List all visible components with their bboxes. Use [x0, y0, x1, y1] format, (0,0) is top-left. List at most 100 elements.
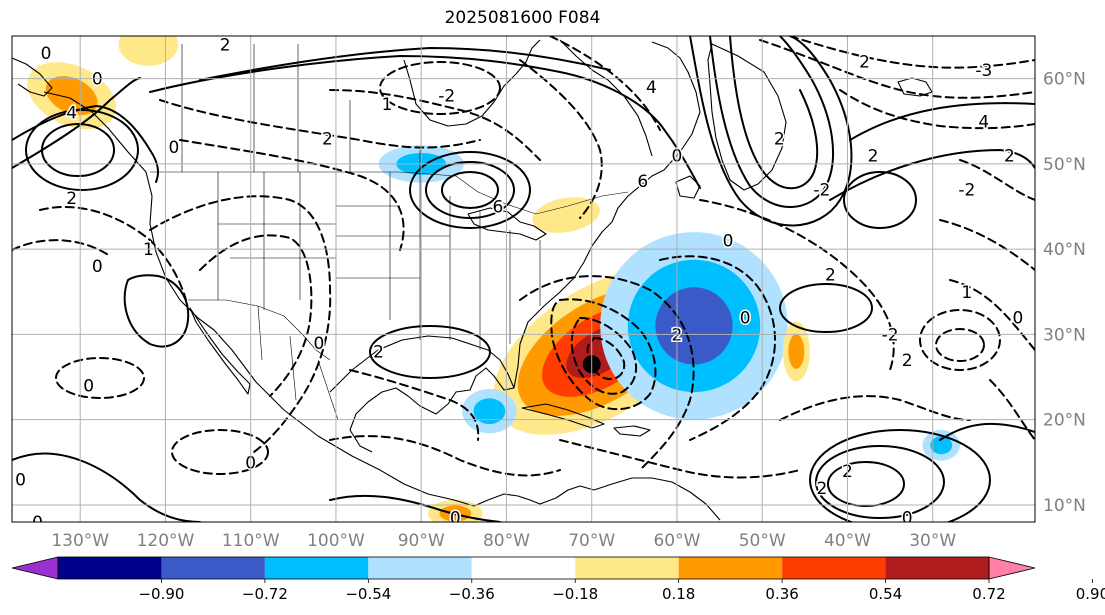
graticule: [12, 36, 1035, 522]
colorbar-tick-label: −0.54: [345, 585, 391, 603]
high-closed-contour-southeast-3: [827, 461, 905, 507]
low-dashed-east-atlantic-inner: [935, 328, 985, 362]
greenland-ridge-3: [729, 36, 819, 190]
contour-label: 0: [740, 308, 751, 328]
map-frame: [11, 35, 1036, 523]
ridge-contour-west-1: [12, 77, 141, 169]
coastline-hudson-bay: [403, 39, 541, 127]
coastline-cuba: [521, 403, 605, 429]
colorbar-outline: [57, 556, 990, 580]
border-us-mexico: [188, 299, 331, 361]
warm-anomaly-northeast-level-1: [532, 197, 600, 233]
trough-dashed-east-4: [989, 379, 1035, 441]
trough-dashed-1: [149, 195, 332, 453]
warm-anomaly-hudson-level-1: [118, 36, 179, 66]
trough-dashed-14: [939, 219, 1035, 271]
colorbar-segment: [575, 557, 679, 579]
contour-label: 6: [637, 172, 648, 192]
closed-contour-great-lakes-1: [409, 151, 531, 229]
low-dashed-mexico: [171, 429, 269, 475]
storm-contour-1: [550, 298, 657, 411]
colorbar-tick-label: −0.18: [552, 585, 598, 603]
contour-label: 2: [322, 129, 333, 149]
warm-anomaly-alaska-level-2: [45, 76, 98, 116]
contour-label: 0: [1013, 308, 1024, 328]
lon-tick-label: 100°W: [307, 531, 365, 551]
colorbar-tick-label: 0.90: [1076, 585, 1105, 603]
coastline-north-america-pacific: [43, 91, 475, 507]
low-dashed-pacific: [55, 357, 145, 399]
lon-tick-label: 30°W: [909, 531, 956, 551]
trough-dashed-6: [179, 139, 405, 251]
lon-tick-label: 120°W: [137, 531, 195, 551]
storm-contour-2: [570, 317, 638, 395]
trough-dashed-south: [559, 439, 801, 479]
lat-tick-label: 30°N: [1043, 325, 1086, 345]
contour-label: 0: [169, 138, 180, 158]
colorbar-segment: [782, 557, 886, 579]
province-borders: [181, 44, 421, 176]
contour-label: 2: [816, 479, 827, 499]
contour-label: -2: [958, 180, 975, 200]
lon-tick-label: 130°W: [51, 531, 109, 551]
trough-dashed-3: [39, 206, 187, 301]
greenland-ridge-1: [689, 36, 853, 227]
colorbar-tick-label: −0.90: [138, 585, 184, 603]
cool-anomaly-east-atlantic-level-2: [930, 436, 953, 455]
map-title: 2025081600 F084: [444, 8, 601, 28]
contour-label: 2: [373, 342, 384, 362]
east-contour-1: [939, 422, 1035, 441]
contour-label: -2: [813, 180, 830, 200]
contour-label: 0: [41, 44, 52, 64]
coastline-alaska: [12, 57, 53, 97]
contour-label: 0: [83, 377, 94, 397]
south-contour-1: [12, 452, 201, 522]
lat-tick-label: 40°N: [1043, 240, 1086, 260]
trough-dashed-13: [959, 159, 1035, 201]
political-borders: [150, 44, 629, 421]
lon-tick-label: 70°W: [568, 531, 615, 551]
contour-label: -2: [882, 325, 899, 345]
contour-label: 1: [961, 283, 972, 303]
contour-label: 2: [825, 266, 836, 286]
colorbar-segment: [885, 557, 989, 579]
coastline-labrador: [559, 39, 653, 157]
greenland-ridge-2: [709, 36, 835, 208]
colorbar: [11, 556, 1036, 580]
cool-anomaly-cuba-level-2: [473, 398, 506, 425]
atlantic-ridge-1: [829, 149, 1035, 201]
coastline-newfoundland: [675, 175, 701, 199]
high-closed-contour-west-inner: [41, 123, 115, 177]
closed-contour-mid-atlantic: [779, 283, 873, 333]
lat-tick-label: 10°N: [1043, 496, 1086, 516]
low-dashed-hudson: [379, 61, 501, 115]
closed-contour-great-lakes-3: [441, 171, 499, 209]
colorbar-tick-label: −0.72: [242, 585, 288, 603]
height-contours: [12, 36, 1035, 522]
trough-dashed-8: [519, 59, 603, 219]
contour-label: 0: [450, 509, 461, 529]
trough-dashed-12: [839, 89, 1035, 130]
ridge-contour-west-2: [12, 105, 159, 183]
colorbar-segment: [161, 557, 265, 579]
lon-tick-label: 90°W: [398, 531, 445, 551]
ridge-contour-north-1: [149, 55, 701, 189]
contour-label: 0: [32, 513, 43, 533]
coastline-hispaniola: [613, 425, 651, 437]
warm-anomaly-hudson: [118, 36, 179, 66]
high-closed-contour-southeast-2: [815, 445, 945, 519]
trough-dashed-9: [549, 36, 661, 131]
lat-tick-label: 20°N: [1043, 411, 1086, 431]
low-dashed-east-atlantic: [919, 309, 1001, 371]
colorbar-labels: −0.90 −0.72 −0.54 −0.36 −0.18 0.18 0.36 0.54 0.7…: [138, 579, 1105, 603]
coastline-south-america: [593, 477, 721, 521]
trough-dashed-5: [159, 99, 481, 149]
lon-tick-label: 40°W: [824, 531, 871, 551]
cool-anomaly-atlantic: [600, 232, 788, 420]
south-contour-2: [329, 494, 501, 522]
contour-label: 2: [66, 189, 77, 209]
contour-label: -3: [975, 61, 992, 81]
contour-label: 2: [774, 129, 785, 149]
colorbar-tick-label: 0.72: [972, 585, 1005, 603]
